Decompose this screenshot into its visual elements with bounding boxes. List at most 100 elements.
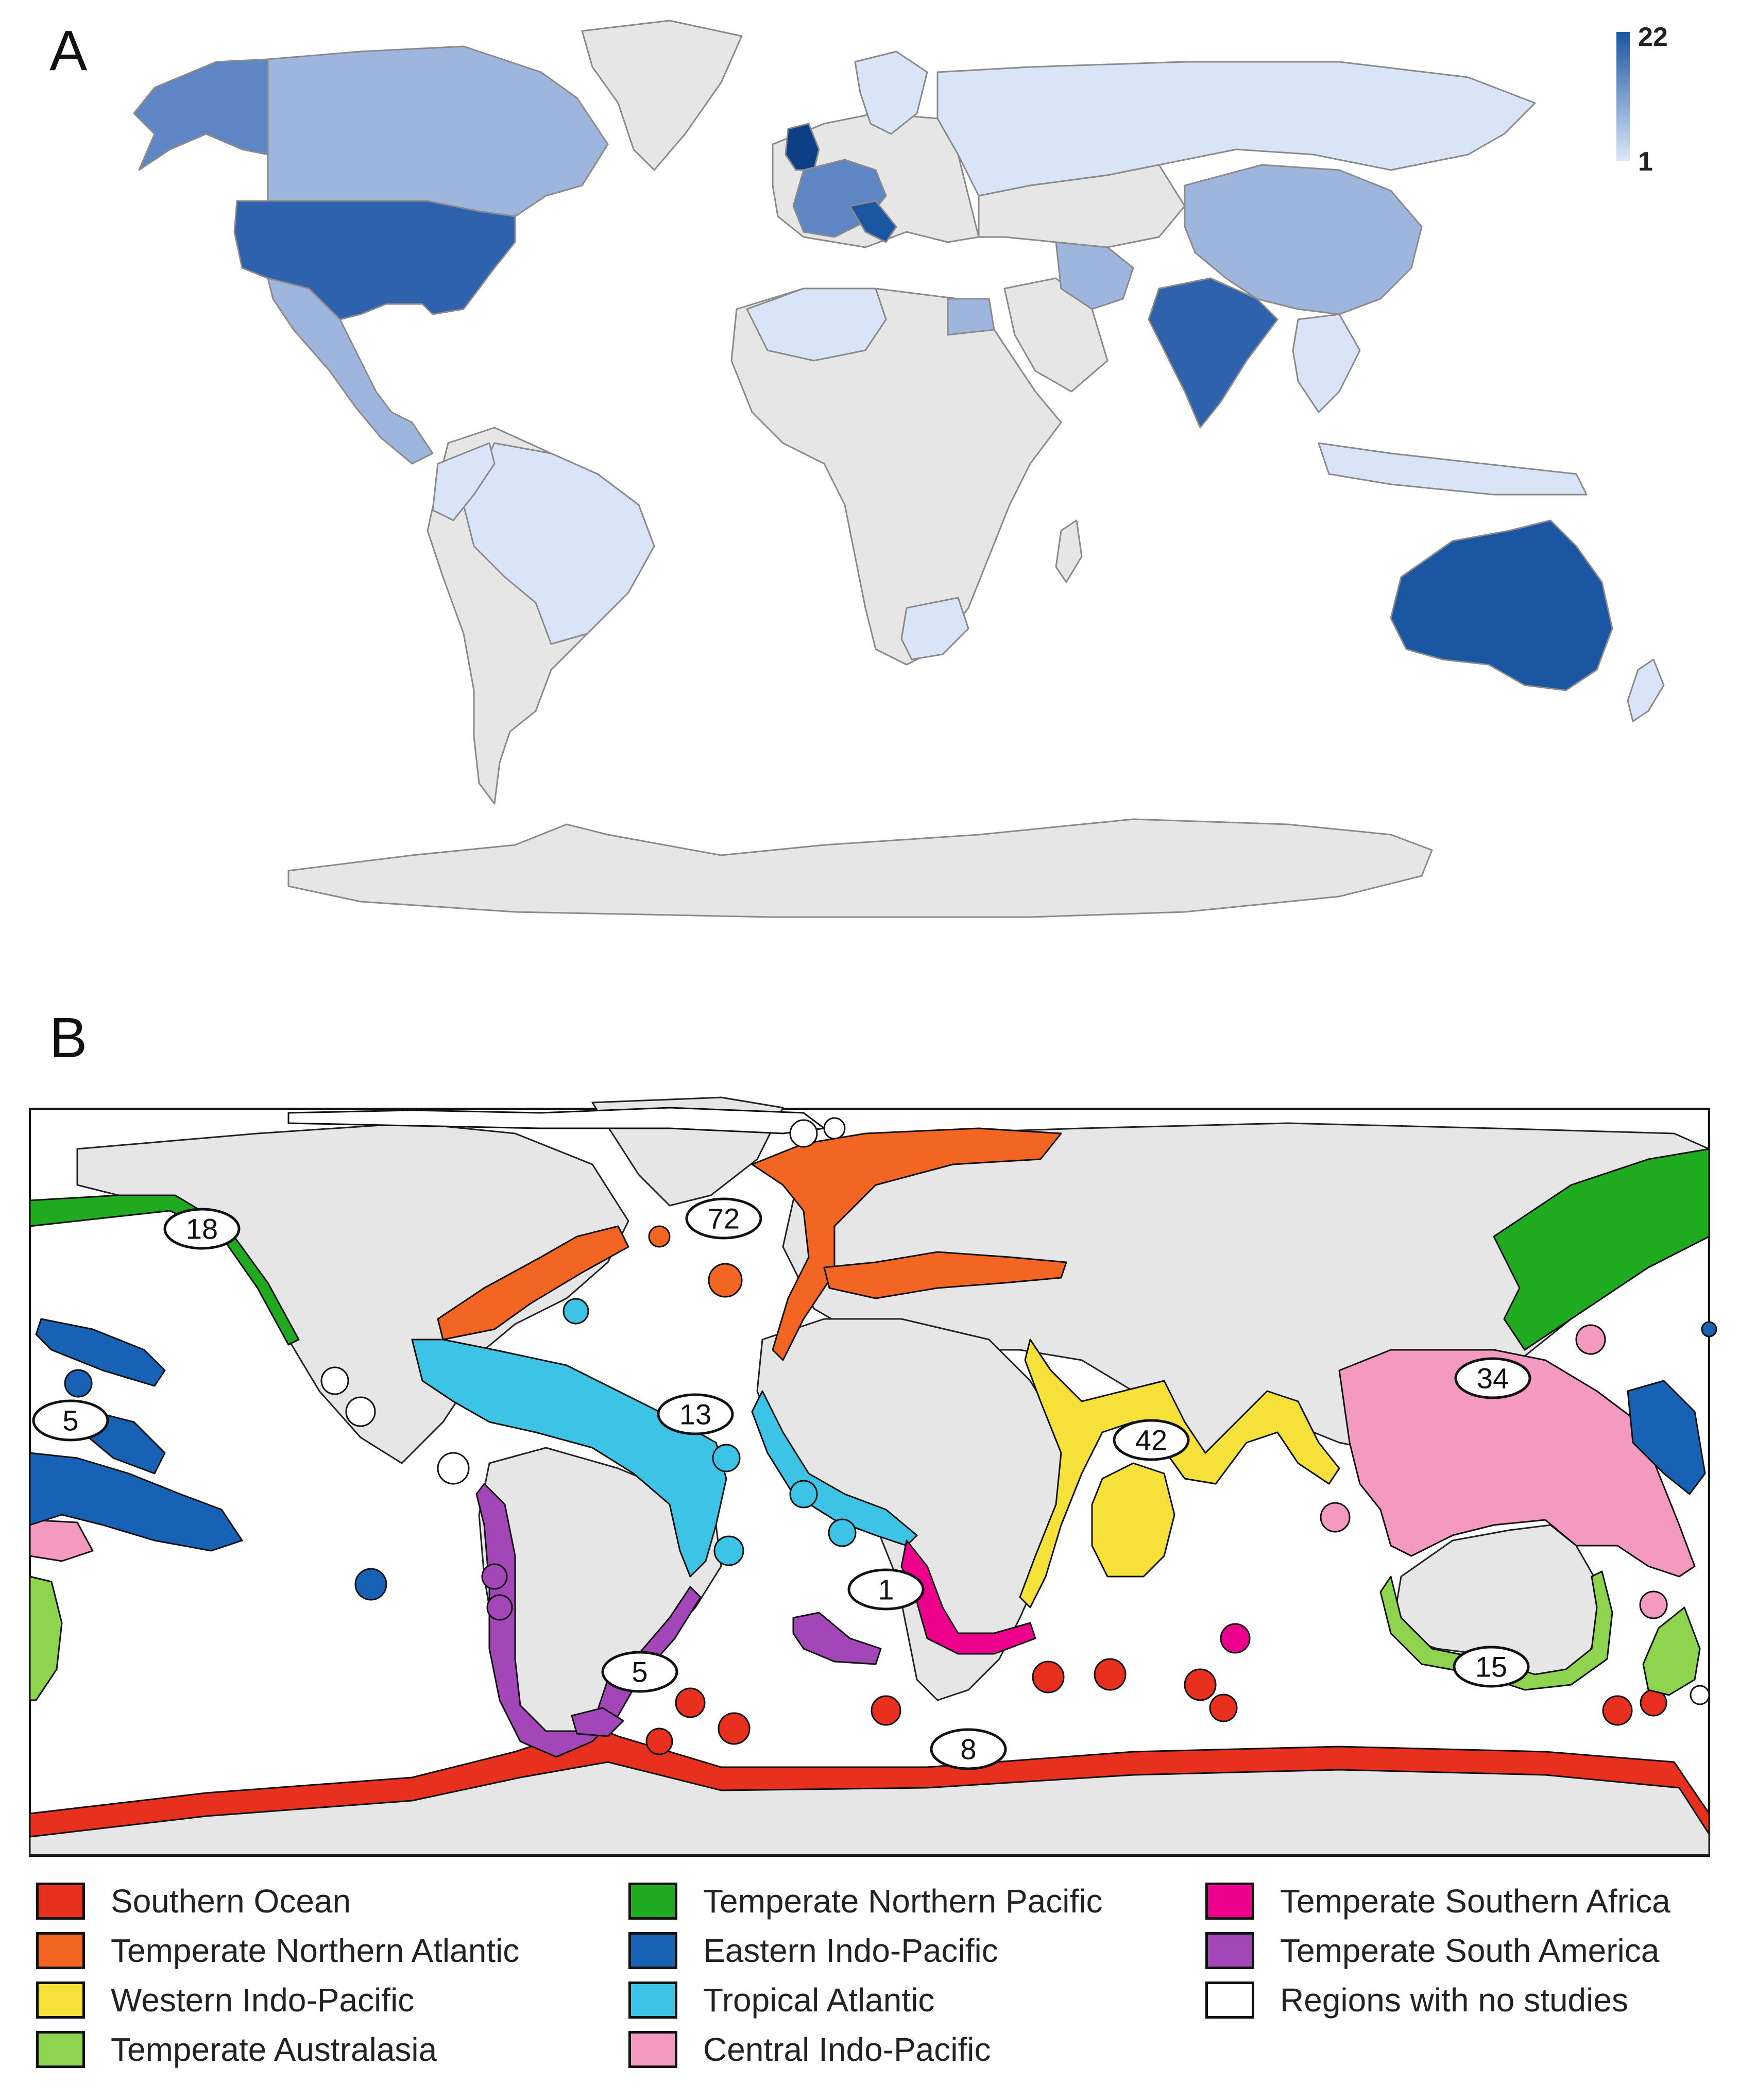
temperate-southern-africa-island [1220,1623,1251,1654]
brazil [463,442,655,645]
temperate-northern-atlantic-island-2 [648,1225,671,1248]
alaska [133,58,269,171]
count-bubble-temperate-northern-atlantic: 72 [685,1197,762,1240]
southern-ocean-island-9 [1602,1695,1633,1726]
legend-item-western-indo-pacific: Western Indo-Pacific [36,1977,414,2023]
north-africa [746,287,887,362]
temperate-northern-atlantic-eu [751,1127,1062,1361]
legend-label: Western Indo-Pacific [111,1982,415,2019]
panel-a-label: A [49,19,88,82]
count-bubble-temperate-australasia: 15 [1453,1646,1530,1688]
no-studies-island-2 [823,1117,846,1140]
eastern-indo-pacific-band [29,1452,243,1552]
mexico [267,277,434,465]
temperate-south-america-band [475,1483,702,1758]
legend-item-central-indo-pacific: Central Indo-Pacific [628,2026,991,2073]
count-label: 5 [632,1656,647,1688]
temperate-australasia-west [29,1576,63,1701]
temperate-northern-atlantic-na [437,1225,629,1341]
tropical-atlantic-island-2 [712,1444,741,1472]
legend-swatch [1205,1982,1254,2019]
temperate-southern-africa-band [900,1539,1036,1655]
legend-label: Temperate Northern Atlantic [111,1932,520,1969]
australia [1390,519,1613,691]
count-label: 72 [708,1203,740,1235]
tropical-atlantic-island-5 [713,1535,744,1566]
india [1148,277,1278,429]
scandinavia [854,50,928,135]
count-bubble-western-indo-pacific: 42 [1113,1419,1190,1461]
legend-label: Tropical Atlantic [703,1982,935,2019]
no-studies-island-4 [345,1396,376,1427]
legend-label: Southern Ocean [111,1883,351,1920]
count-label: 18 [186,1213,218,1245]
ecoregion-map: 18 72 5 13 42 34 [29,1096,1717,1857]
temperate-south-america-falklands [571,1707,624,1737]
legend-swatch [36,1982,85,2019]
temperate-northern-pacific-asia [1493,1148,1710,1351]
no-studies-island-5 [437,1452,470,1485]
legend-swatch [628,1982,677,2019]
antarctica [287,818,1433,918]
count-bubble-tropical-atlantic: 13 [657,1393,734,1435]
legend-label: Temperate South America [1280,1932,1660,1969]
eastern-indo-pacific-hawaii [35,1318,166,1387]
madagascar [1055,519,1083,583]
new-zealand [1627,658,1665,722]
count-label: 13 [679,1398,711,1431]
count-label: 1 [878,1573,894,1606]
temperate-south-america-island-1 [481,1563,508,1590]
southeast-asia [1292,313,1361,413]
southern-ocean-island-2 [718,1712,751,1745]
temperate-northern-atlantic-island [708,1263,743,1298]
tropical-atlantic-island-3 [789,1480,818,1509]
temperate-australasia-nz [1642,1606,1701,1696]
count-label: 34 [1477,1362,1509,1395]
legend-label: Temperate Northern Pacific [703,1883,1103,1920]
temperate-northern-atlantic-med [823,1251,1067,1299]
count-bubble-southern-ocean: 8 [930,1728,1007,1770]
legend-label: Eastern Indo-Pacific [703,1932,998,1969]
legend-item-temperate-northern-atlantic: Temperate Northern Atlantic [36,1927,519,1974]
no-studies-island-1 [789,1119,818,1148]
china [1184,164,1423,315]
legend-label: Temperate Australasia [111,2031,437,2068]
ecoregion-bands [29,1107,1717,1838]
region-count-bubbles: 18 72 5 13 42 34 [32,1197,1531,1770]
legend-label: Temperate Southern Africa [1280,1883,1670,1920]
colour-ramp [1616,32,1630,161]
central-indo-pacific-island-1 [1575,1324,1606,1355]
egypt [947,298,995,336]
central-asia [978,164,1186,248]
count-label: 42 [1135,1424,1167,1457]
southern-ocean-island-5 [1032,1661,1065,1693]
eastern-indo-pacific-island-3 [1701,1321,1717,1337]
legend-item-regions-with-no-studies: Regions with no studies [1205,1977,1628,2023]
colour-scale-max-label: 22 [1638,22,1668,52]
count-bubble-temperate-south-america: 5 [601,1651,678,1693]
legend-item-temperate-northern-pacific: Temperate Northern Pacific [628,1878,1102,1924]
tropical-atlantic-island-1 [562,1298,589,1325]
count-bubble-temperate-southern-africa: 1 [847,1568,925,1611]
colour-scale-min-label: 1 [1638,147,1653,177]
central-indo-pacific-band [1338,1349,1696,1578]
eastern-indo-pacific-island-1 [64,1369,93,1398]
eastern-indo-pacific-island-2 [354,1568,387,1601]
count-label: 5 [62,1404,78,1437]
count-bubble-temperate-northern-pacific: 18 [163,1208,241,1250]
legend-item-tropical-atlantic: Tropical Atlantic [628,1977,934,2023]
temperate-south-america-island-2 [486,1594,513,1621]
legend-item-eastern-indo-pacific: Eastern Indo-Pacific [628,1927,998,1974]
legend-swatch [1205,1883,1254,1920]
legend-swatch [628,2031,677,2068]
no-studies-island-3 [320,1366,349,1395]
no-studies-island-6 [1690,1685,1710,1705]
southern-ocean-island-8 [1209,1693,1238,1722]
ecoregion-legend: Southern Ocean Temperate Northern Atlant… [36,1878,1705,2094]
southern-ocean-island-4 [871,1695,901,1726]
indonesia [1318,442,1588,496]
tropical-atlantic-island-4 [828,1518,857,1547]
south-africa [900,597,969,661]
legend-item-southern-ocean: Southern Ocean [36,1878,351,1924]
choropleth-map [133,20,1665,918]
